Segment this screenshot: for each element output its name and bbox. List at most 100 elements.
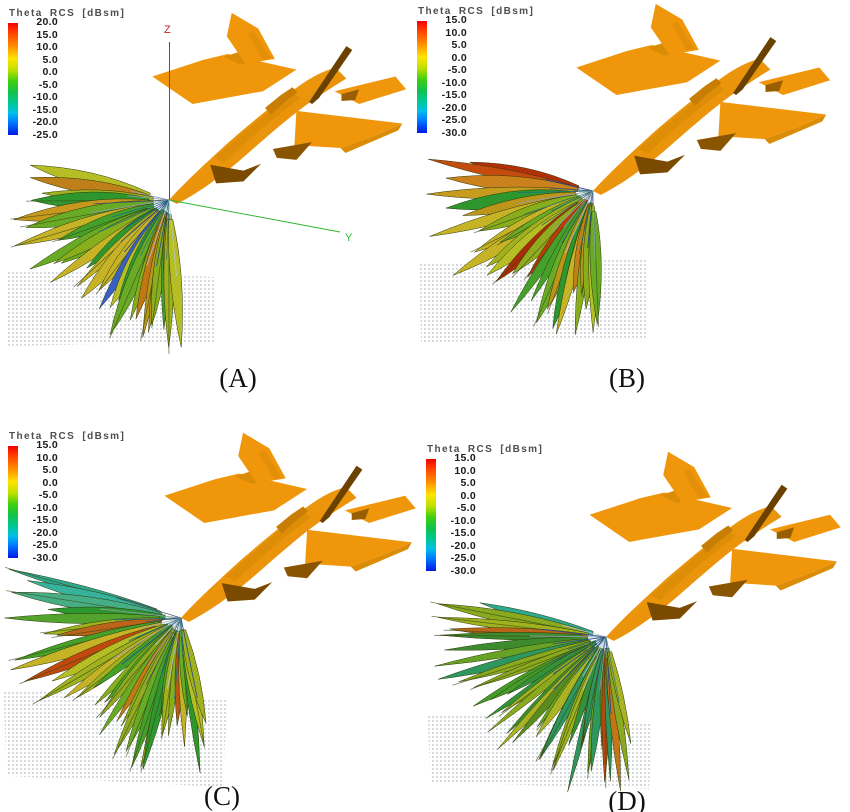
radial-spoke-line	[120, 199, 170, 243]
radial-spoke-line	[523, 190, 594, 215]
rcs-lobe-mesh	[438, 641, 582, 680]
colorbar-tick: -15.0	[441, 89, 467, 102]
colorbar-tick: 5.0	[460, 477, 476, 490]
radial-spoke-line	[166, 199, 170, 260]
colorbar-c: Theta RCS [dBsm] 15.0 10.0 5.0 0.0 -5.0 -10.0…	[8, 431, 125, 564]
radial-spoke-line	[123, 199, 170, 253]
radial-spoke-line	[166, 617, 182, 689]
radial-spoke-line	[113, 617, 182, 621]
radial-spoke-line	[545, 179, 594, 192]
coordinate-axes: Z Y	[164, 24, 353, 244]
colorbar-tick: 0.0	[42, 66, 58, 79]
colorbar-tick: -25.0	[32, 128, 58, 141]
radial-spoke-line	[549, 187, 594, 192]
colorbar-tick: 10.0	[36, 451, 58, 464]
radial-spoke-line	[551, 190, 594, 212]
panel-caption-b: (B)	[609, 363, 645, 393]
panel-caption-c: (C)	[204, 781, 240, 811]
radial-spoke-line	[552, 190, 594, 232]
radial-spoke-line	[594, 636, 607, 685]
colorbar-tick: 0.0	[451, 51, 467, 64]
colorbar-tick: 5.0	[451, 39, 467, 52]
radial-spoke-line	[582, 636, 607, 691]
colorbar-tick: -15.0	[32, 103, 58, 116]
radial-spoke-line	[561, 190, 594, 244]
radial-spoke-line	[174, 617, 182, 700]
mesh-edge-line	[52, 207, 147, 243]
radial-spoke-line	[98, 199, 170, 233]
colorbar-gradient-bar	[8, 23, 18, 135]
radial-spoke-line	[587, 190, 594, 249]
colorbar-tick: -5.0	[447, 64, 467, 77]
colorbar-tick: -5.0	[456, 502, 476, 515]
colorbar-tick: 10.0	[454, 464, 476, 477]
radial-spoke-line	[131, 190, 170, 201]
colorbar-tick: -30.0	[441, 126, 467, 139]
mesh-edge-line	[430, 601, 572, 631]
colorbar-tick: -25.0	[32, 539, 58, 552]
radial-spoke-line	[145, 617, 182, 685]
radial-spoke-line	[605, 636, 620, 703]
rcs-lobe-mesh	[56, 618, 162, 636]
colorbar-tick: 10.0	[36, 41, 58, 54]
colorbar-tick: -15.0	[32, 514, 58, 527]
colorbar-gradient-bar	[417, 21, 427, 133]
colorbar-tick: -10.0	[450, 514, 476, 527]
colorbar-tick: -10.0	[32, 501, 58, 514]
colorbar-tick: -30.0	[32, 551, 58, 564]
rcs-lobe-mesh	[444, 636, 588, 651]
colorbar-tick: 5.0	[42, 464, 58, 477]
colorbar-ticks: 15.0 10.0 5.0 0.0 -5.0 -10.0 -15.0 -20.0 -25.0 -3…	[442, 453, 476, 577]
colorbar-tick: 10.0	[445, 26, 467, 39]
rcs-lobe-mesh	[507, 640, 597, 695]
fighter-jet-model-c	[164, 432, 416, 622]
colorbar-tick: 0.0	[42, 476, 58, 489]
radial-spoke-line	[563, 190, 594, 228]
colorbar-tick: 15.0	[445, 14, 467, 26]
colorbar-tick: -30.0	[450, 564, 476, 577]
radial-spoke-line	[144, 617, 182, 623]
colorbar-title: Theta RCS [dBsm]	[9, 431, 126, 442]
radial-spoke-line	[160, 617, 182, 678]
colorbar-tick: 0.0	[460, 489, 476, 502]
panel-caption-a: (A)	[219, 363, 257, 393]
radial-spoke-line	[582, 636, 607, 677]
rcs-lobe-mesh	[589, 211, 602, 325]
mesh-edge-line	[539, 660, 594, 760]
radial-spoke-line	[549, 636, 607, 664]
rcs-lobe-pattern-a	[10, 164, 183, 354]
rcs-lobe-mesh	[458, 639, 592, 682]
fighter-jet-model-a	[152, 12, 407, 204]
radial-spoke-line	[128, 617, 182, 642]
radial-spoke-line	[578, 190, 594, 254]
radial-spoke-line	[90, 199, 170, 214]
rcs-lobe-mesh	[462, 192, 577, 216]
radial-spoke-line	[518, 190, 594, 204]
radial-spoke-line	[180, 617, 198, 699]
colorbar-tick: 15.0	[454, 452, 476, 464]
colorbar-tick: -5.0	[38, 489, 58, 502]
radial-spoke-line	[599, 636, 607, 691]
colorbar-tick: -25.0	[450, 552, 476, 565]
mesh-edge-line	[470, 646, 580, 690]
rcs-lobe-mesh	[487, 649, 590, 733]
rcs-lobe-mesh	[434, 639, 582, 667]
radial-spoke-line	[123, 199, 170, 230]
colorbar-tick: -10.0	[32, 91, 58, 104]
colorbar-tick: 20.0	[36, 16, 58, 28]
colorbar-a: Theta RCS [dBsm] 20.0 15.0 10.0 5.0 0.0 -5.0-…	[8, 8, 125, 141]
colorbar-ticks: 15.0 10.0 5.0 0.0 -5.0 -10.0 -15.0 -20.0 -25.0 -3…	[24, 440, 58, 564]
radial-spoke-line	[154, 617, 182, 646]
radial-spoke-line	[111, 199, 170, 218]
radial-spoke-line	[561, 624, 607, 638]
rcs-lobe-pattern-b	[426, 158, 602, 335]
colorbar-tick: -20.0	[450, 539, 476, 552]
fighter-jet-model-b	[576, 3, 831, 195]
radial-spoke-line	[574, 636, 607, 675]
colorbar-ticks: 15.0 10.0 5.0 0.0 -5.0 -10.0 -15.0 -20.0 -25.0 -3…	[433, 15, 467, 139]
radial-spoke-line	[564, 190, 594, 254]
radial-spoke-line	[138, 199, 170, 247]
panel-caption-d: (D)	[608, 786, 646, 812]
colorbar-tick: -5.0	[38, 78, 58, 91]
colorbar-gradient-bar	[8, 446, 18, 558]
